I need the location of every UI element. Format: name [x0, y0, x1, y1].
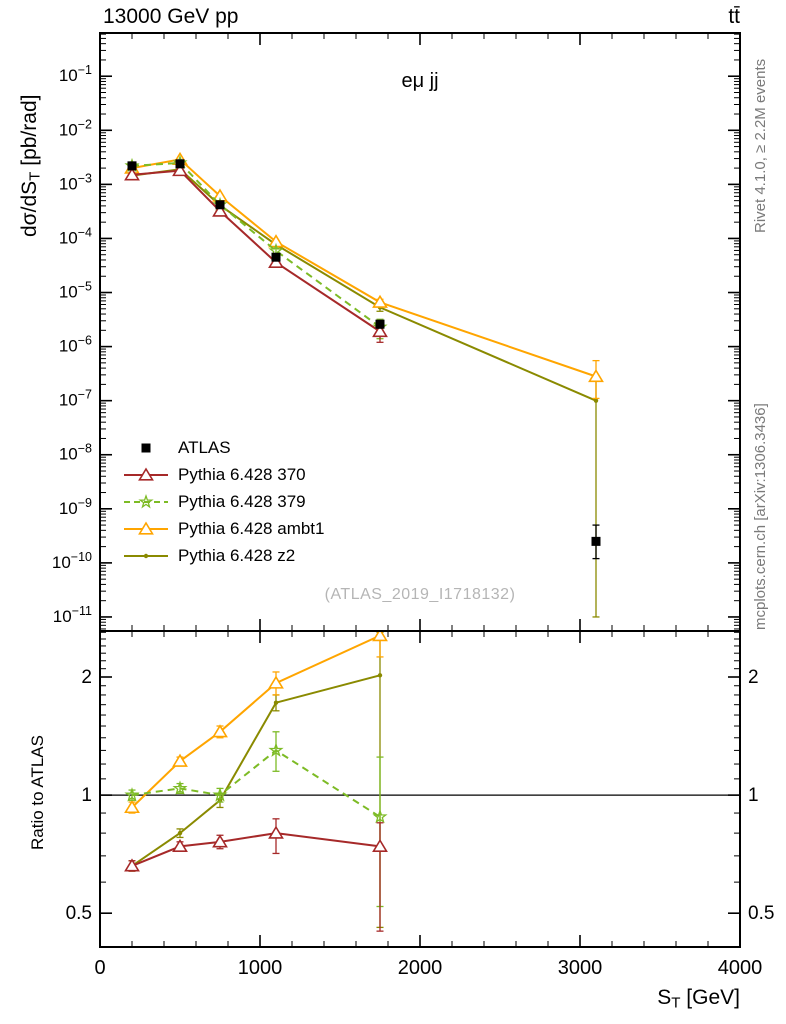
y-label-prefix: dσ/dS — [18, 180, 41, 237]
svg-text:2: 2 — [748, 667, 759, 688]
legend-marker-pythia-370-icon — [124, 466, 168, 481]
svg-text:1: 1 — [748, 785, 759, 806]
beam-energy-label: 13000 GeV pp — [103, 5, 239, 28]
legend-item-pythia-370: Pythia 6.428 370 — [123, 461, 324, 488]
legend-item-pythia-379: Pythia 6.428 379 — [123, 488, 324, 515]
legend-marker-pythia-379-icon — [124, 493, 168, 509]
svg-text:0.5: 0.5 — [748, 903, 774, 924]
legend: ATLAS Pythia 6.428 370 Pythia 6.428 379 … — [123, 434, 324, 569]
svg-text:3000: 3000 — [558, 957, 603, 979]
svg-text:0.5: 0.5 — [66, 903, 92, 924]
x-axis-label: ST [GeV] — [657, 986, 740, 1012]
legend-item-pythia-ambt1: Pythia 6.428 ambt1 — [123, 515, 324, 542]
legend-label-pythia-370: Pythia 6.428 370 — [178, 464, 306, 484]
svg-text:10−11: 10−11 — [53, 604, 92, 626]
svg-text:10−7: 10−7 — [59, 388, 92, 410]
rivet-version-label: Rivet 4.1.0, ≥ 2.2M events — [752, 58, 769, 233]
legend-label-pythia-379: Pythia 6.428 379 — [178, 491, 306, 511]
legend-label-pythia-ambt1: Pythia 6.428 ambt1 — [178, 518, 325, 538]
svg-text:1: 1 — [81, 785, 92, 806]
svg-text:10−5: 10−5 — [59, 280, 92, 302]
analysis-id-watermark: (ATLAS_2019_I1718132) — [324, 586, 516, 603]
svg-text:10−1: 10−1 — [59, 63, 92, 85]
x-label-sub: T — [671, 994, 681, 1012]
y-label-sub: T — [26, 171, 44, 181]
legend-label-pythia-z2: Pythia 6.428 z2 — [178, 545, 296, 565]
observable-title: eμ jj — [401, 70, 439, 92]
x-label-suffix: [GeV] — [680, 986, 740, 1009]
x-label-prefix: S — [657, 986, 672, 1009]
legend-item-pythia-z2: Pythia 6.428 z2 — [123, 542, 324, 569]
y-label-suffix: [pb/rad] — [18, 94, 41, 172]
main-y-axis-label: dσ/dST [pb/rad] — [18, 95, 44, 237]
svg-text:10−2: 10−2 — [59, 117, 92, 139]
legend-marker-pythia-z2-icon — [124, 553, 168, 558]
svg-text:0: 0 — [94, 957, 105, 979]
svg-text:10−6: 10−6 — [59, 334, 92, 356]
ratio-y-axis-label: Ratio to ATLAS — [28, 735, 47, 850]
legend-marker-atlas-icon — [141, 443, 151, 452]
svg-text:10−9: 10−9 — [59, 496, 92, 518]
svg-text:2000: 2000 — [398, 957, 443, 979]
svg-text:1000: 1000 — [238, 957, 283, 979]
svg-text:10−10: 10−10 — [52, 550, 92, 572]
legend-label-atlas: ATLAS — [178, 437, 231, 457]
legend-item-atlas: ATLAS — [123, 434, 324, 461]
svg-text:10−3: 10−3 — [59, 171, 92, 193]
svg-text:4000: 4000 — [718, 957, 763, 979]
mcplots-source-label: mcplots.cern.ch [arXiv:1306.3436] — [752, 403, 769, 630]
process-label: tt̄ — [728, 5, 740, 28]
svg-text:10−8: 10−8 — [59, 442, 92, 464]
legend-marker-pythia-ambt1-icon — [124, 520, 168, 535]
svg-text:2: 2 — [81, 667, 92, 688]
svg-text:10−4: 10−4 — [59, 225, 92, 247]
